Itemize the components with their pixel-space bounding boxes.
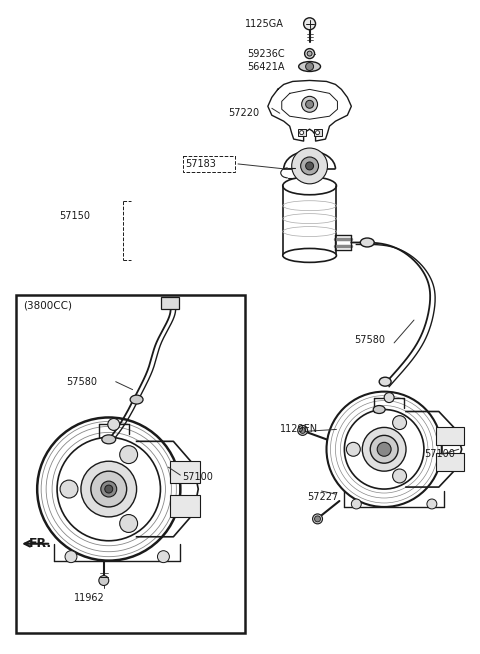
Circle shape [344, 409, 424, 489]
Ellipse shape [299, 61, 321, 71]
Bar [313, 129, 322, 136]
Circle shape [81, 461, 137, 517]
Circle shape [326, 392, 442, 507]
Text: 57100: 57100 [424, 449, 455, 459]
Text: 57580: 57580 [354, 335, 385, 345]
Ellipse shape [373, 405, 385, 413]
Bar [183, 156, 235, 172]
Bar [298, 129, 306, 136]
Circle shape [393, 469, 407, 483]
Circle shape [105, 485, 113, 493]
Circle shape [65, 551, 77, 562]
Circle shape [157, 551, 169, 562]
Circle shape [305, 48, 314, 59]
Circle shape [91, 471, 127, 507]
Circle shape [292, 148, 327, 184]
Ellipse shape [283, 177, 336, 195]
Circle shape [300, 131, 304, 135]
Text: 57183: 57183 [185, 159, 216, 169]
Text: 56421A: 56421A [247, 61, 285, 71]
Text: (3800CC): (3800CC) [23, 300, 72, 310]
Ellipse shape [379, 377, 391, 386]
Circle shape [306, 162, 313, 170]
Text: 57227: 57227 [308, 492, 339, 502]
Circle shape [312, 514, 323, 524]
Text: FR.: FR. [29, 537, 52, 550]
Bar [16, 295, 245, 633]
Circle shape [99, 576, 109, 585]
Circle shape [307, 51, 312, 56]
Text: 57580: 57580 [66, 377, 97, 387]
Ellipse shape [360, 238, 374, 247]
Circle shape [300, 428, 306, 434]
Text: 57100: 57100 [182, 472, 213, 482]
Circle shape [370, 436, 398, 463]
Circle shape [306, 100, 313, 109]
Bar [436, 453, 464, 471]
Circle shape [315, 131, 320, 135]
Circle shape [377, 442, 391, 456]
Circle shape [351, 499, 361, 509]
Text: 1129EN: 1129EN [280, 424, 318, 434]
Circle shape [384, 392, 394, 403]
Circle shape [393, 416, 407, 430]
Circle shape [37, 417, 180, 560]
Bar [161, 297, 180, 309]
Circle shape [301, 96, 318, 112]
Circle shape [362, 428, 406, 471]
Text: 11962: 11962 [73, 593, 104, 604]
Circle shape [101, 481, 117, 497]
Circle shape [298, 426, 308, 436]
Circle shape [60, 480, 78, 498]
Ellipse shape [102, 435, 116, 444]
Circle shape [306, 63, 313, 71]
Circle shape [347, 442, 360, 456]
Circle shape [314, 516, 321, 522]
Bar [170, 461, 200, 483]
Text: 57220: 57220 [228, 109, 259, 118]
Bar [170, 495, 200, 517]
Circle shape [108, 419, 120, 430]
Text: 59236C: 59236C [247, 48, 285, 59]
Text: 1125GA: 1125GA [245, 19, 284, 29]
Circle shape [304, 18, 315, 29]
Text: 57150: 57150 [59, 211, 90, 220]
Circle shape [57, 438, 160, 541]
Ellipse shape [283, 249, 336, 262]
Ellipse shape [130, 395, 143, 404]
Circle shape [427, 499, 437, 509]
Circle shape [120, 515, 138, 532]
Circle shape [300, 157, 319, 175]
Bar [436, 428, 464, 445]
Circle shape [120, 445, 138, 464]
